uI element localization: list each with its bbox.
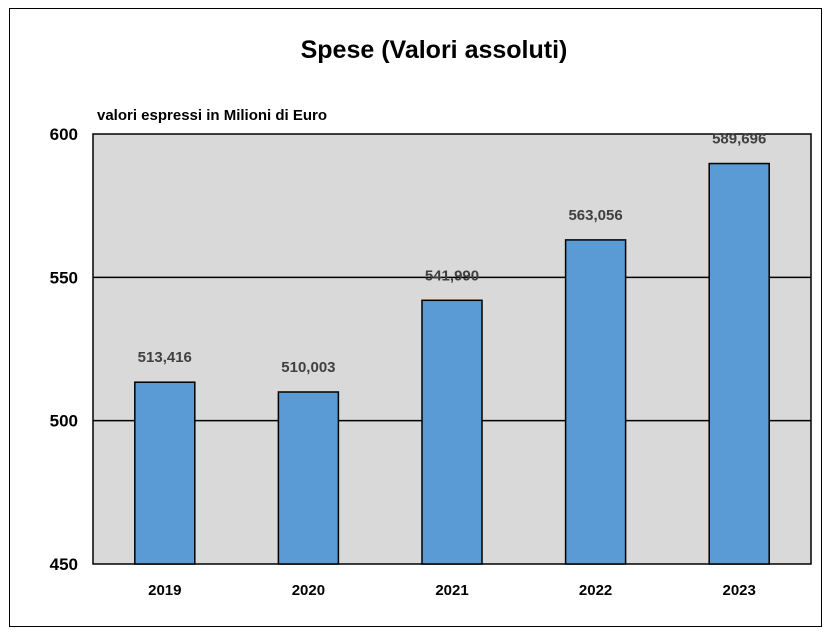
data-label-2019: 513,416 xyxy=(138,349,192,366)
y-tick-label: 450 xyxy=(50,555,78,574)
bar-2019 xyxy=(134,381,196,565)
data-label-2020: 510,003 xyxy=(281,359,335,376)
bar-2021 xyxy=(421,299,483,565)
x-tick-label: 2023 xyxy=(723,582,756,599)
data-label-2021: 541,990 xyxy=(425,267,479,284)
data-label-2023: 589,696 xyxy=(712,131,766,148)
x-tick-label: 2021 xyxy=(435,582,468,599)
y-tick-label: 550 xyxy=(50,268,78,287)
chart-subtitle: valori espressi in Milioni di Euro xyxy=(97,107,327,124)
y-tick-label: 500 xyxy=(50,412,78,431)
chart-title: Spese (Valori assoluti) xyxy=(301,36,568,64)
y-tick-label: 600 xyxy=(50,125,78,144)
x-tick-label: 2019 xyxy=(148,582,181,599)
data-label-2022: 563,056 xyxy=(568,207,622,224)
bar-2020 xyxy=(277,391,340,565)
x-tick-label: 2022 xyxy=(579,582,612,599)
bar-2023 xyxy=(708,162,770,565)
x-tick-label: 2020 xyxy=(292,582,325,599)
bar-2022 xyxy=(564,239,627,565)
